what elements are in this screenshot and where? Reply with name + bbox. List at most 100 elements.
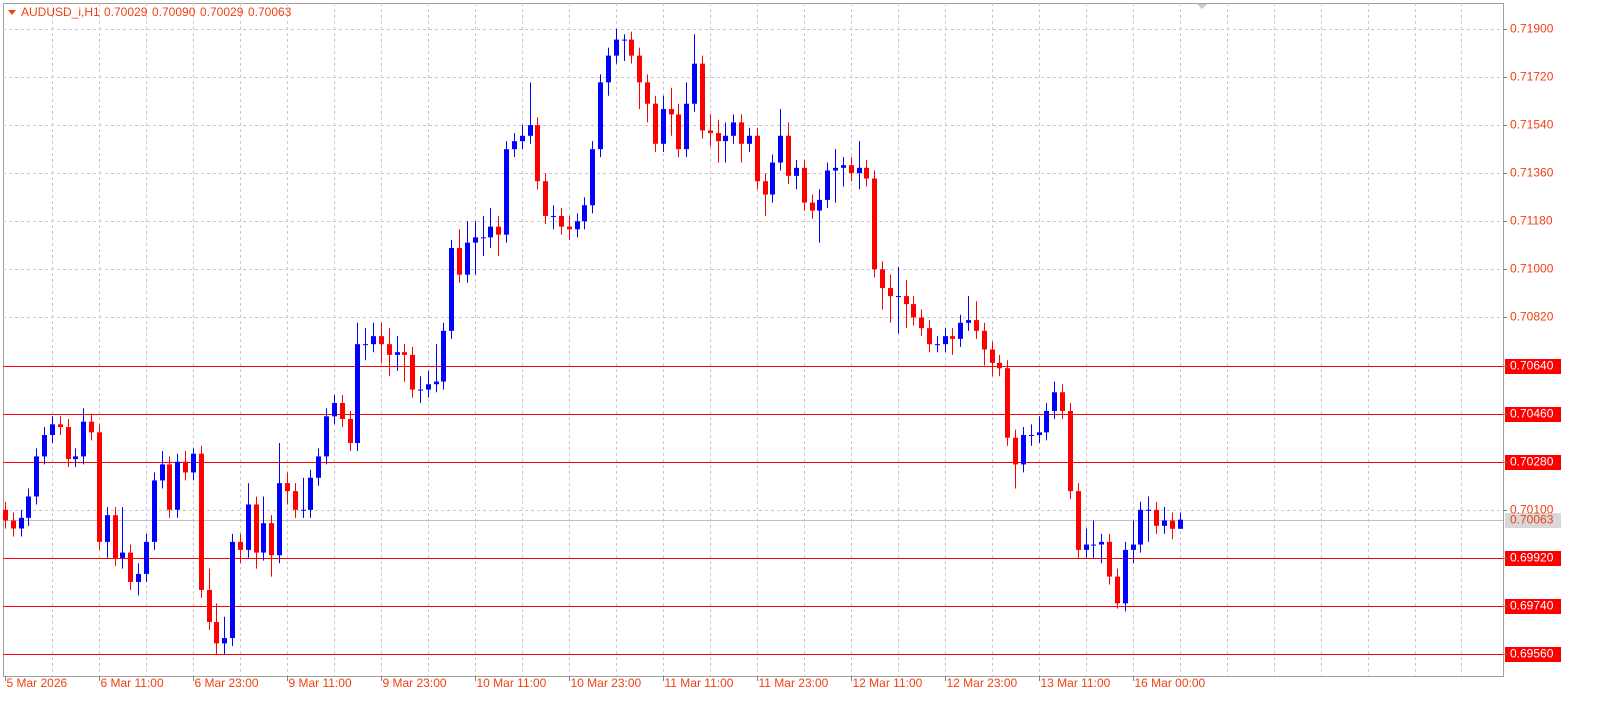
candle-body bbox=[97, 432, 102, 542]
bid-label-box bbox=[1505, 513, 1561, 528]
candle-body bbox=[927, 328, 932, 345]
candle-body bbox=[716, 133, 721, 142]
candle-body bbox=[1076, 491, 1081, 550]
candle-body bbox=[653, 103, 658, 144]
candle-body bbox=[207, 589, 212, 623]
candle-body bbox=[676, 114, 681, 150]
level-label-box bbox=[1505, 407, 1561, 422]
candle-body bbox=[285, 483, 290, 492]
x-tick-label: 9 Mar 11:00 bbox=[289, 676, 352, 690]
level-label-box bbox=[1505, 551, 1561, 566]
candle-body bbox=[81, 421, 86, 457]
candle-body bbox=[191, 453, 196, 473]
candle-body bbox=[958, 322, 963, 339]
candle-body bbox=[1013, 437, 1018, 465]
candle-body bbox=[535, 125, 540, 182]
candle-body bbox=[551, 215, 556, 217]
candle-body bbox=[426, 384, 431, 390]
candle-body bbox=[512, 141, 517, 150]
candle-body bbox=[661, 109, 666, 144]
candle-body bbox=[3, 509, 8, 521]
candle-body bbox=[160, 464, 165, 481]
x-tick-label: 6 Mar 23:00 bbox=[195, 676, 259, 690]
candle-body bbox=[582, 205, 587, 222]
candle-body bbox=[332, 402, 337, 417]
candle-body bbox=[355, 344, 360, 444]
candle-body bbox=[888, 288, 893, 297]
candle-body bbox=[770, 162, 775, 195]
y-tick-label: 0.71360 bbox=[1510, 166, 1554, 180]
candle-body bbox=[1170, 520, 1175, 529]
y-tick-label: 0.71900 bbox=[1510, 22, 1554, 36]
y-tick-label: 0.69560 bbox=[1510, 647, 1554, 661]
candle-body bbox=[144, 541, 149, 574]
level-label-box bbox=[1505, 599, 1561, 614]
candle-body bbox=[622, 39, 627, 41]
candle-body bbox=[669, 109, 674, 115]
plot-frame bbox=[3, 3, 1504, 677]
y-tick-label: 0.71180 bbox=[1510, 214, 1553, 228]
candle-body bbox=[833, 167, 838, 171]
candle-body bbox=[614, 39, 619, 56]
candle-body bbox=[214, 622, 219, 644]
x-tick-label: 5 Mar 2026 bbox=[7, 676, 68, 690]
candle-body bbox=[58, 424, 63, 427]
candle-body bbox=[308, 477, 313, 510]
candle-body bbox=[598, 82, 603, 150]
candle-body bbox=[395, 352, 400, 355]
symbol: AUDUSD_i,H1 bbox=[21, 5, 100, 19]
collapse-arrow[interactable] bbox=[8, 10, 16, 15]
candle-body bbox=[277, 483, 282, 556]
ohlc-low: 0.70029 bbox=[200, 5, 244, 19]
candle-body bbox=[982, 330, 987, 350]
overlay: 0.70640 0.70460 0.70280 0.69920 0.69740 0.695… bbox=[1505, 359, 1561, 662]
x-tick-label: 10 Mar 11:00 bbox=[477, 676, 547, 690]
candle-body bbox=[708, 130, 713, 134]
candle-body bbox=[66, 426, 71, 460]
candle-body bbox=[175, 461, 180, 510]
candle-body bbox=[50, 424, 55, 436]
candle-body bbox=[402, 352, 407, 355]
candle-body bbox=[1044, 410, 1049, 433]
x-tick-label: 11 Mar 11:00 bbox=[665, 676, 734, 690]
y-tick-label: 0.71000 bbox=[1510, 262, 1554, 276]
candle-body bbox=[418, 389, 423, 391]
candle-body bbox=[152, 480, 157, 542]
candle-body bbox=[26, 496, 31, 518]
y-tick-label: 0.71540 bbox=[1510, 118, 1554, 132]
candle-body bbox=[1178, 519, 1183, 529]
candle-body bbox=[136, 573, 141, 582]
shift-marker[interactable] bbox=[1197, 4, 1207, 9]
candle-body bbox=[316, 456, 321, 478]
candle-body bbox=[880, 269, 885, 289]
candle-body bbox=[19, 517, 24, 529]
ohlc-open: 0.70029 bbox=[104, 5, 148, 19]
candle-body bbox=[34, 456, 39, 497]
candle-body bbox=[481, 237, 486, 239]
x-tick-label: 13 Mar 11:00 bbox=[1041, 676, 1111, 690]
candle-body bbox=[504, 149, 509, 235]
candle-body bbox=[997, 362, 1002, 369]
candle-body bbox=[120, 552, 125, 558]
candle-body bbox=[230, 541, 235, 639]
candle-body bbox=[441, 330, 446, 382]
candle-body bbox=[496, 226, 501, 235]
candle-body bbox=[629, 39, 634, 56]
candle-body bbox=[128, 552, 133, 582]
x-tick-label: 10 Mar 23:00 bbox=[571, 676, 642, 690]
candle-body bbox=[89, 421, 94, 433]
candle-body bbox=[1068, 410, 1073, 492]
y-tick-label: 0.70640 bbox=[1510, 359, 1554, 373]
grid bbox=[3, 3, 1503, 676]
candle-body bbox=[293, 491, 298, 510]
candle-body bbox=[11, 520, 16, 529]
candle-body bbox=[739, 122, 744, 144]
candle-body bbox=[1162, 520, 1167, 526]
candle-body bbox=[849, 165, 854, 174]
candle-body bbox=[723, 135, 728, 142]
candle-body bbox=[1115, 576, 1120, 604]
level-label-box bbox=[1505, 455, 1561, 470]
ohlc-high: 0.70090 bbox=[152, 5, 196, 19]
candle-body bbox=[222, 638, 227, 644]
candle-body bbox=[520, 135, 525, 142]
